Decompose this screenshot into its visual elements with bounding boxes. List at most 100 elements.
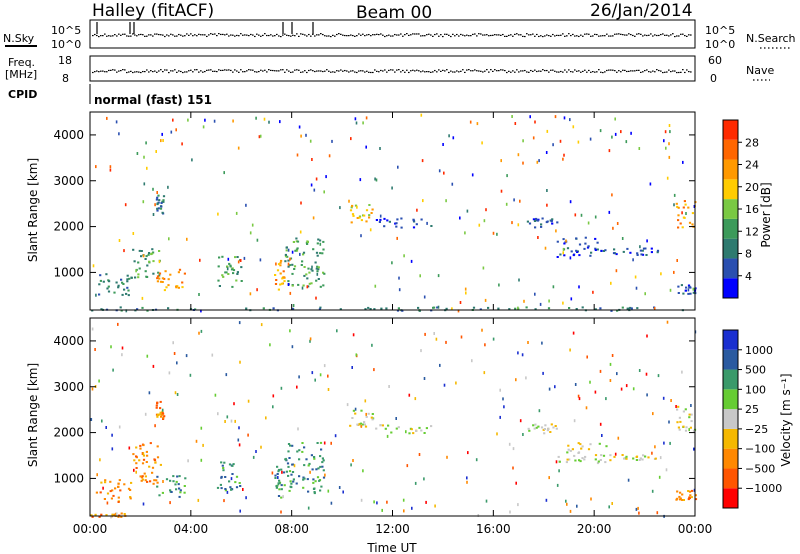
nsky-point [440, 34, 442, 36]
freq-point [624, 69, 626, 72]
freq-point [100, 70, 102, 72]
nsky-point [524, 35, 526, 38]
freq-point [198, 71, 200, 73]
data-cell [519, 419, 522, 423]
nsky-point [224, 34, 226, 36]
nsky-point [542, 35, 544, 38]
data-cell [320, 485, 323, 488]
data-cell [318, 479, 321, 482]
data-cell [688, 413, 691, 416]
nsky-point [326, 35, 328, 37]
data-cell [293, 265, 297, 268]
nsky-point [268, 34, 270, 37]
data-cell [147, 253, 150, 256]
freq-point [524, 69, 526, 72]
nsky-point [322, 33, 324, 36]
data-cell [570, 297, 573, 301]
data-cell [445, 199, 447, 203]
nsky-point [158, 33, 160, 36]
nsky-point [630, 33, 632, 36]
data-cell [235, 211, 238, 215]
data-cell [169, 489, 172, 492]
freq-point [212, 70, 214, 72]
nsky-point [194, 34, 196, 36]
freq-point [566, 71, 568, 73]
data-cell [534, 308, 537, 311]
data-cell [635, 507, 638, 511]
freq-point [546, 69, 548, 72]
data-cell [339, 308, 342, 311]
data-cell [123, 513, 126, 515]
nsky-point [334, 35, 336, 37]
freq-point [192, 71, 194, 73]
freq-unit: [MHz] [5, 68, 37, 81]
nsky-point [206, 35, 208, 38]
data-cell [106, 287, 109, 290]
data-cell [327, 489, 330, 493]
data-cell [117, 482, 120, 485]
data-cell [232, 119, 234, 123]
data-cell [410, 428, 413, 431]
data-cell [202, 125, 205, 129]
nsky-point [392, 35, 394, 37]
data-cell [277, 288, 280, 291]
freq-point [588, 69, 590, 72]
data-cell [200, 426, 203, 430]
power-xaxis-ticks [89, 112, 696, 310]
nsky-point [346, 35, 348, 37]
freq-point [342, 70, 344, 72]
data-cell [119, 489, 122, 492]
data-cell [586, 355, 588, 359]
data-cell [687, 288, 690, 292]
data-cell [611, 502, 613, 505]
nsky-point [398, 34, 400, 36]
data-cell [315, 468, 318, 471]
data-cell [117, 515, 120, 518]
data-cell [562, 238, 565, 241]
data-cell [646, 334, 648, 338]
data-cell [689, 426, 692, 429]
data-cell [685, 212, 687, 215]
nsky-point [612, 35, 614, 37]
data-cell [133, 468, 135, 472]
data-cell [283, 276, 286, 279]
data-cell [682, 216, 685, 219]
data-cell [622, 250, 625, 253]
x-tick-label: 04:00 [174, 522, 209, 536]
data-cell [373, 368, 375, 372]
data-cell [155, 404, 158, 407]
nsky-point [632, 34, 634, 37]
data-cell [578, 243, 582, 246]
freq-point [240, 69, 242, 71]
data-cell [302, 478, 305, 481]
nave-label: Nave [746, 64, 774, 77]
nsky-point [276, 33, 278, 36]
data-cell [247, 433, 249, 437]
data-cell [573, 419, 576, 423]
data-cell [578, 254, 581, 257]
data-cell [288, 470, 292, 473]
nsky-point [576, 35, 578, 37]
data-cell [300, 264, 303, 266]
data-cell [114, 513, 117, 516]
nsky-point [234, 35, 236, 37]
data-cell [159, 407, 162, 410]
colorbar-tick-label: 4 [745, 270, 752, 283]
freq-point [690, 71, 692, 73]
data-cell [146, 166, 148, 170]
data-cell [437, 274, 440, 278]
y-tick-label: 4000 [53, 334, 84, 348]
freq-point [196, 69, 198, 71]
freq-point [372, 71, 374, 74]
data-cell [158, 199, 161, 202]
data-cell [274, 283, 278, 285]
data-cell [227, 273, 230, 275]
data-cell [605, 397, 607, 401]
freq-point [556, 71, 558, 73]
freq-point [648, 71, 650, 73]
freq-point [186, 71, 188, 73]
nsky-point [318, 34, 320, 36]
nsky-point [174, 35, 176, 37]
data-cell [451, 307, 453, 311]
